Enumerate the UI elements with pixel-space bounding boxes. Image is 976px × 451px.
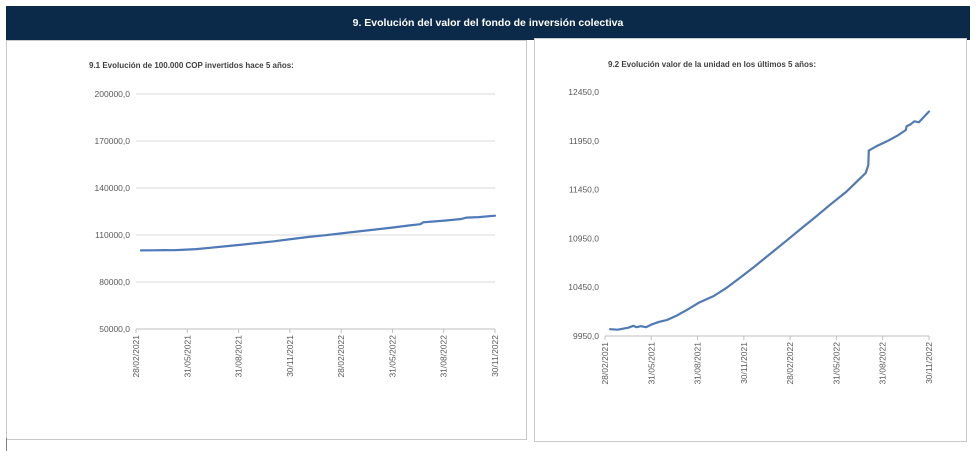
y-tick-label: 140000,0: [95, 183, 131, 193]
x-tick-label: 31/08/2021: [234, 335, 244, 378]
y-tick-label: 110000,0: [95, 230, 130, 240]
y-tick-label: 170000,0: [95, 136, 131, 146]
left-edge-divider: [6, 438, 7, 451]
y-tick-label: 80000,0: [99, 277, 130, 287]
y-tick-label: 200000,0: [95, 89, 131, 99]
chart-investment-evolution: 200000,0 170000,0 140000,0 110000,0 80000,0 5…: [95, 89, 500, 378]
chart-title: 9.2 Evolución valor de la unidad en los …: [608, 60, 817, 69]
x-tick-label: 30/11/2021: [285, 335, 295, 377]
y-tick-label: 10950,0: [568, 233, 599, 243]
chart-unit-value: 12450,0 11950,0 11450,0 10950,0 10450,0 9950,…: [568, 87, 934, 385]
x-tick-label: 31/05/2022: [831, 342, 841, 385]
x-tick-label: 31/08/2022: [878, 342, 888, 385]
section-title: 9. Evolución del valor del fondo de inve…: [352, 17, 624, 29]
x-tick-label: 31/08/2022: [439, 335, 449, 378]
y-tick-label: 11950,0: [569, 136, 599, 146]
x-tick-label: 31/05/2021: [182, 335, 192, 378]
x-tick-label: 31/08/2021: [693, 342, 703, 385]
y-tick-label: 11450,0: [569, 185, 599, 195]
x-tick-label: 31/05/2022: [387, 335, 397, 378]
y-tick-label: 10450,0: [568, 282, 599, 292]
x-tick-label: 28/02/2021: [131, 335, 141, 378]
chart-title: 9.1 Evolución de 100.000 COP invertidos …: [89, 61, 294, 70]
y-tick-label: 12450,0: [568, 87, 599, 97]
x-tick-label: 30/11/2022: [924, 342, 934, 384]
x-tick-label: 30/11/2022: [490, 335, 500, 377]
x-tick-label: 31/05/2021: [646, 342, 656, 385]
series-line: [609, 110, 931, 331]
y-tick-label: 50000,0: [99, 324, 130, 334]
y-tick-label: 9950,0: [573, 331, 599, 341]
chart-panel-unit-value: 9.2 Evolución valor de la unidad en los …: [534, 38, 967, 442]
section-header-banner: 9. Evolución del valor del fondo de inve…: [6, 6, 970, 40]
x-tick-label: 28/02/2022: [336, 335, 346, 378]
x-tick-label: 28/02/2021: [600, 342, 610, 385]
chart-panel-investment-evolution: 9.1 Evolución de 100.000 COP invertidos …: [6, 40, 527, 440]
x-tick-label: 30/11/2021: [739, 342, 749, 384]
x-tick-label: 28/02/2022: [785, 342, 795, 385]
series-line: [139, 214, 497, 252]
